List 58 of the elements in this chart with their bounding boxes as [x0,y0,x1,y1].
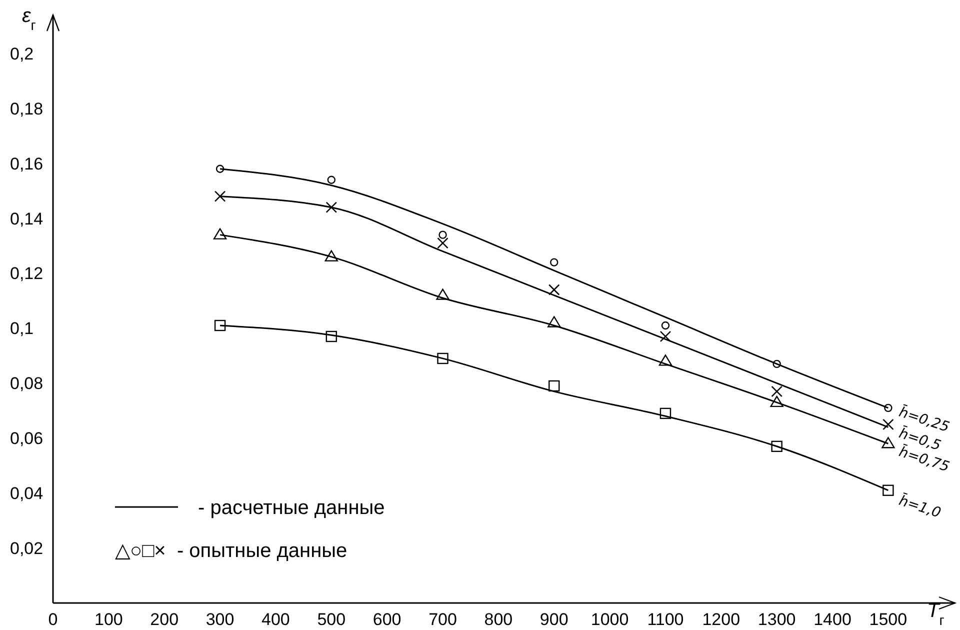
x-tick-label: 1400 [814,610,852,629]
y-tick-label: 0,04 [10,484,44,504]
point [884,404,892,412]
x-tick-label: 500 [317,610,346,629]
point [882,484,894,496]
point [438,230,447,239]
point [658,354,672,366]
y-tick-label: 0,02 [10,538,44,558]
y-tick-label: 0,12 [10,264,44,284]
point [772,360,781,368]
point [326,330,337,342]
x-tick-label: 1200 [702,610,740,629]
point [327,176,336,184]
point [548,284,560,296]
x-tick-label: 300 [206,610,234,629]
point [661,321,670,330]
y-tick-label: 0,1 [10,319,34,338]
y-tick-label: 0,14 [10,209,44,228]
x-tick-label: 1100 [647,610,684,629]
y-tick-label: 0,18 [10,99,44,118]
x-tick-label: 100 [94,610,123,629]
y-tick-label: 0,06 [10,429,44,448]
x-tick-label: 1300 [758,610,796,629]
point [660,330,672,342]
x-tick-label: 600 [372,610,402,629]
point [882,418,894,430]
x-tick-label: 400 [262,610,290,629]
point [213,228,227,240]
point [550,258,558,266]
point [882,437,895,448]
point [214,320,226,332]
point [216,164,224,173]
point [548,380,560,392]
x-tick-label: 200 [150,610,179,629]
point [436,288,450,300]
point [770,396,784,408]
point [324,250,338,262]
point [214,190,226,202]
point [548,316,561,328]
y-tick-label: 0,16 [10,154,44,174]
x-tick-label: 0 [48,610,58,629]
x-tick-label: 700 [428,610,457,629]
annotation: △○□× - опытные данные [115,540,348,562]
point [771,386,782,398]
x-tick-label: 800 [484,610,513,629]
annotation: - расчетные данные [198,497,385,519]
y-tick-label: 0,08 [10,374,44,394]
point [771,440,782,452]
x-axis-title: T$_{г}$ [927,600,944,628]
point [437,352,448,364]
x-tick-label: 900 [540,610,568,629]
point [660,408,672,420]
point [437,237,448,249]
x-tick-label: 1500 [869,610,908,629]
x-tick-label: 1000 [590,610,629,629]
y-axis-title: ε$_{г}$ [22,5,36,33]
y-tick-label: 0,2 [10,44,34,64]
point [326,202,338,213]
